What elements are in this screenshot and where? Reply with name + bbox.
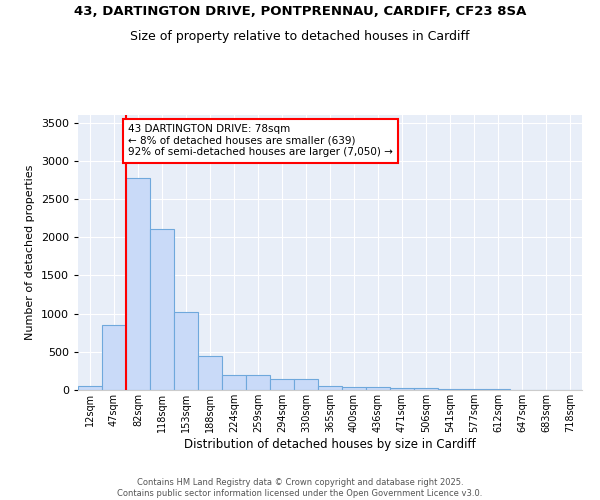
Bar [246, 374, 270, 390]
Bar [102, 325, 126, 390]
Y-axis label: Number of detached properties: Number of detached properties [25, 165, 35, 340]
Text: 43 DARTINGTON DRIVE: 78sqm
← 8% of detached houses are smaller (639)
92% of semi: 43 DARTINGTON DRIVE: 78sqm ← 8% of detac… [128, 124, 393, 158]
Bar [366, 387, 390, 390]
Bar [78, 386, 102, 390]
Bar [342, 387, 366, 390]
Bar [222, 374, 246, 390]
Bar [462, 389, 486, 390]
Bar [198, 356, 222, 390]
Bar [438, 389, 462, 390]
Text: Size of property relative to detached houses in Cardiff: Size of property relative to detached ho… [130, 30, 470, 43]
Bar [126, 178, 150, 390]
Bar [150, 229, 174, 390]
Bar [318, 386, 342, 390]
Bar [414, 388, 438, 390]
Text: 43, DARTINGTON DRIVE, PONTPRENNAU, CARDIFF, CF23 8SA: 43, DARTINGTON DRIVE, PONTPRENNAU, CARDI… [74, 5, 526, 18]
Bar [294, 380, 318, 390]
Bar [390, 388, 414, 390]
X-axis label: Distribution of detached houses by size in Cardiff: Distribution of detached houses by size … [184, 438, 476, 451]
Bar [270, 380, 294, 390]
Bar [174, 312, 198, 390]
Text: Contains HM Land Registry data © Crown copyright and database right 2025.
Contai: Contains HM Land Registry data © Crown c… [118, 478, 482, 498]
